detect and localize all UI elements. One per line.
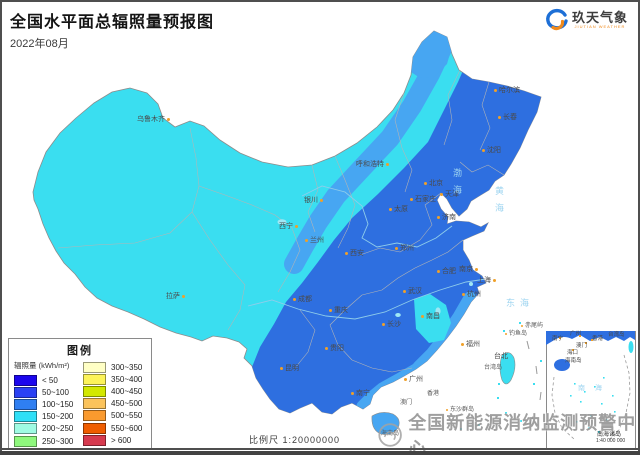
legend-swatch [83, 410, 106, 422]
legend: 图例 辐照量 (kWh/m²) < 50 50~100 100~150 150~200… [8, 338, 152, 450]
legend-swatch [14, 423, 37, 435]
region-coast-mid-1 [412, 291, 477, 374]
forecast-month: 2022年08月 [10, 38, 69, 50]
legend-swatch [83, 361, 106, 373]
lake-dongting [395, 313, 401, 317]
lake-tai [469, 282, 473, 286]
legend-item: > 600 [83, 434, 142, 446]
legend-item: 50~100 [14, 386, 73, 398]
inset-title: 南海诸岛 [597, 432, 622, 438]
lake-poyang [435, 307, 441, 315]
page-title: 全国水平面总辐照量预报图 [10, 14, 215, 31]
region-east-low [252, 31, 541, 414]
bottom-rule-thin [0, 448, 640, 450]
legend-range-label: 400~450 [111, 386, 143, 396]
watermark: 全国新能源消纳监测预警中心 [377, 409, 640, 455]
swirl-logo-icon [546, 8, 568, 31]
rivers [247, 185, 487, 320]
legend-item: 450~500 [83, 398, 142, 410]
south-sea-inset [546, 331, 636, 449]
legend-range-label: 50~100 [42, 387, 69, 397]
legend-swatch [83, 398, 106, 410]
legend-item: 350~400 [83, 373, 142, 385]
legend-swatch [83, 422, 106, 434]
legend-range-label: 250~300 [42, 436, 74, 446]
legend-item: 200~250 [14, 423, 73, 435]
lake-qinghai [277, 219, 287, 225]
brand-name: 玖天气象 [571, 10, 628, 25]
legend-swatch [14, 398, 37, 410]
taiwan-island [499, 352, 516, 385]
islets [460, 322, 542, 430]
watermark-logo-icon [378, 423, 402, 447]
legend-range-label: 500~550 [111, 411, 143, 421]
legend-right-column: 300~350 350~400 400~450 450~500 500~550 550~6… [83, 361, 142, 446]
legend-item: < 50 [14, 374, 73, 386]
legend-swatch [14, 411, 37, 423]
legend-range-label: 200~250 [42, 424, 74, 434]
header: 全国水平面总辐照量预报图 2022年08月 [10, 8, 214, 51]
legend-item: 300~350 [83, 361, 142, 373]
legend-item: 100~150 [14, 398, 73, 410]
legend-range-label: < 50 [42, 375, 58, 385]
region-jiangxi-high [414, 294, 451, 343]
legend-item: 550~600 [83, 422, 142, 434]
legend-range-label: > 600 [111, 435, 132, 445]
legend-swatch [14, 435, 37, 447]
legend-unit-label: 辐照量 (kWh/m²) [14, 361, 70, 370]
legend-range-label: 100~150 [42, 399, 74, 409]
map-scale-label: 比例尺 1:20000000 [249, 435, 341, 445]
brand-subtitle: JIUTIAN WEATHER [574, 24, 626, 29]
legend-swatch [83, 385, 106, 397]
legend-swatch [14, 386, 37, 398]
inset-scale-label: 1:40 000 000 [596, 438, 626, 444]
legend-item: 400~450 [83, 385, 142, 397]
province-borders [57, 69, 505, 373]
legend-item: 250~300 [14, 435, 73, 447]
bottom-rule-thick [0, 451, 640, 455]
legend-title: 图例 [67, 345, 93, 357]
brand-logo: 玖天气象 JIUTIAN WEATHER [545, 8, 628, 32]
legend-range-label: 450~500 [111, 399, 143, 409]
boundary-dashes [526, 340, 542, 425]
legend-range-label: 550~600 [111, 423, 143, 433]
legend-item: 150~200 [14, 411, 73, 423]
legend-swatch [14, 374, 37, 386]
legend-range-label: 300~350 [111, 362, 143, 372]
legend-swatch [83, 434, 106, 446]
legend-range-label: 150~200 [42, 412, 74, 422]
legend-swatch [83, 373, 106, 385]
legend-item: 500~550 [83, 410, 142, 422]
legend-range-label: 350~400 [111, 374, 143, 384]
region-mid-band [284, 31, 456, 274]
legend-left-column: < 50 50~100 100~150 150~200 200~250 250~300 [14, 374, 73, 447]
